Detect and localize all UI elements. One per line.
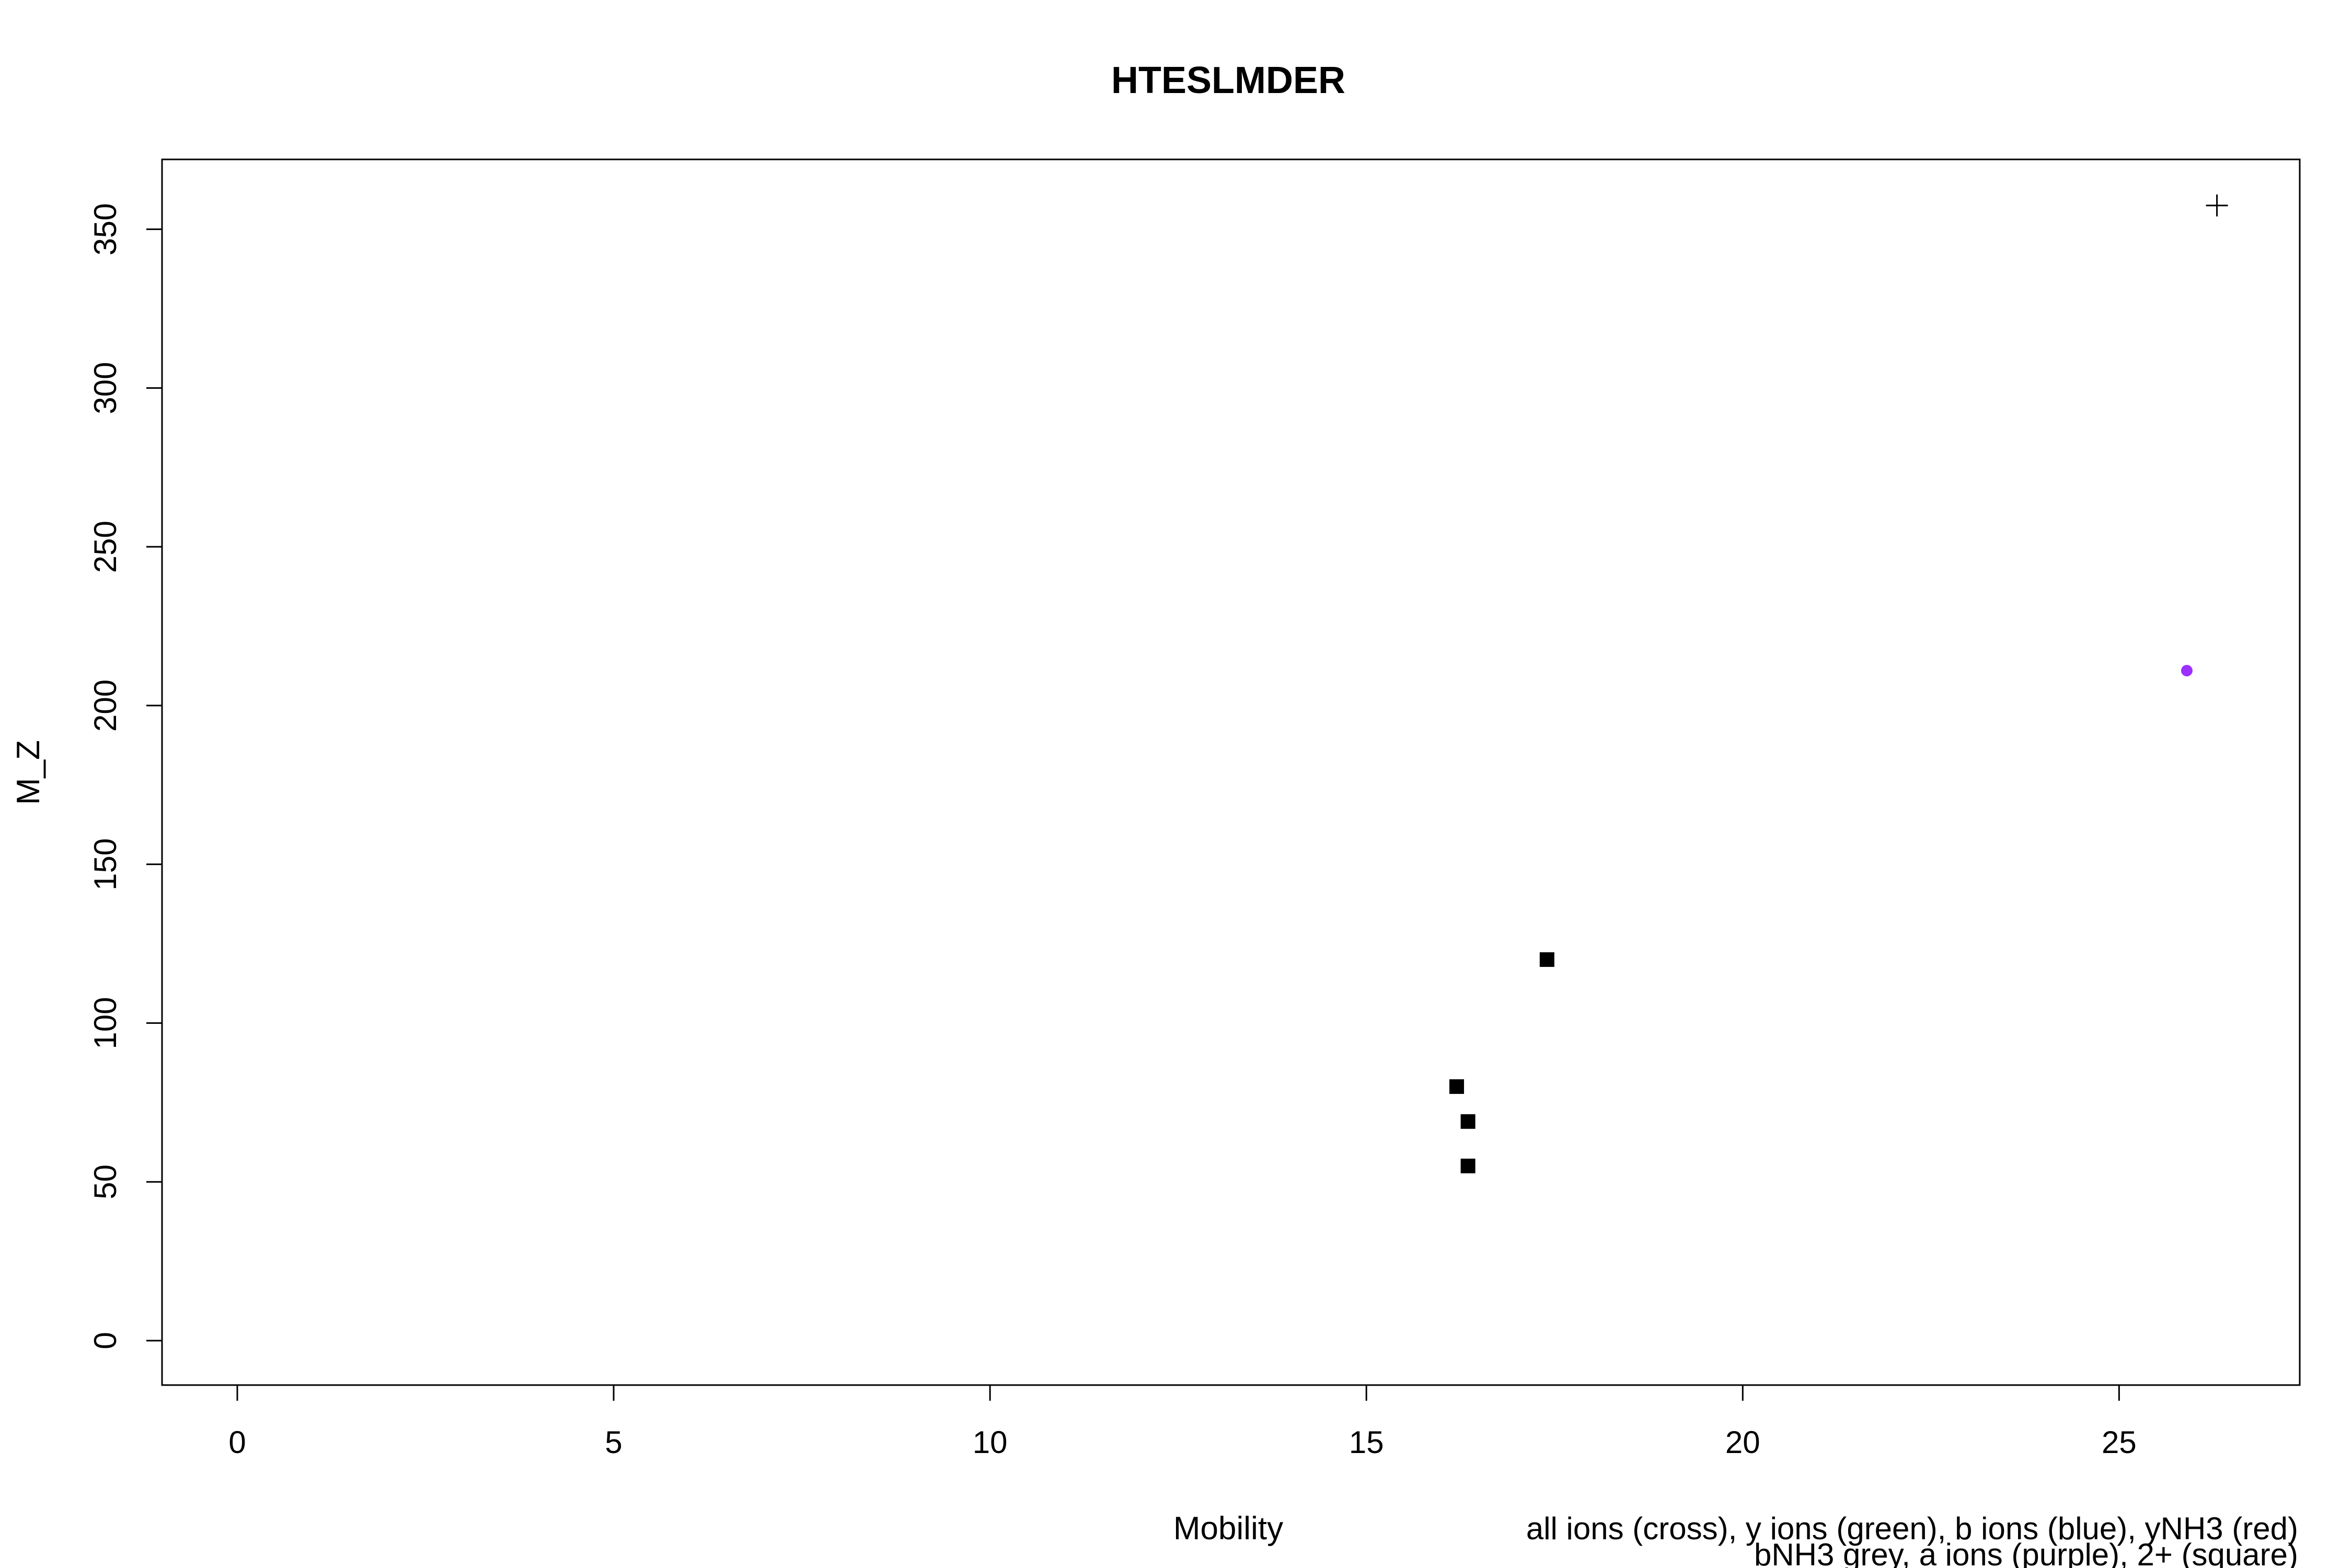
chart-title: HTESLMDER xyxy=(1111,60,1345,101)
data-points xyxy=(1449,194,2228,1173)
x-tick-label: 20 xyxy=(1725,1425,1760,1460)
y-axis-label: M_Z xyxy=(10,740,47,805)
x-tick-label: 10 xyxy=(973,1425,1008,1460)
y-tick-label: 200 xyxy=(88,679,123,732)
x-axis: 0 5 10 15 20 25 xyxy=(228,1384,2137,1460)
legend-note-line-2: bNH3 grey, a ions (purple), 2+ (square) xyxy=(1754,1537,2298,1568)
data-point-square xyxy=(1460,1114,1475,1129)
x-axis-label: Mobility xyxy=(1173,1511,1283,1547)
y-tick-label: 350 xyxy=(88,203,123,256)
data-point-square xyxy=(1539,952,1554,967)
data-point-square xyxy=(1460,1158,1475,1173)
data-point-circle xyxy=(2181,665,2193,677)
y-tick-label: 300 xyxy=(88,362,123,414)
y-tick-label: 150 xyxy=(88,838,123,891)
data-point-cross xyxy=(2206,194,2228,217)
plot-frame xyxy=(161,158,2301,1386)
legend-note-line-1: all ions (cross), y ions (green), b ions… xyxy=(1526,1511,2298,1546)
data-point-square xyxy=(1449,1079,1465,1094)
x-tick-label: 25 xyxy=(2102,1425,2137,1460)
y-tick-label: 50 xyxy=(88,1165,123,1200)
y-axis: 0 50 100 150 200 250 300 350 xyxy=(88,203,163,1350)
y-tick-label: 0 xyxy=(88,1332,123,1349)
y-tick-label: 100 xyxy=(88,997,123,1049)
x-tick-label: 5 xyxy=(605,1425,622,1460)
x-tick-label: 15 xyxy=(1349,1425,1384,1460)
x-tick-label: 0 xyxy=(228,1425,246,1460)
y-tick-label: 250 xyxy=(88,521,123,573)
